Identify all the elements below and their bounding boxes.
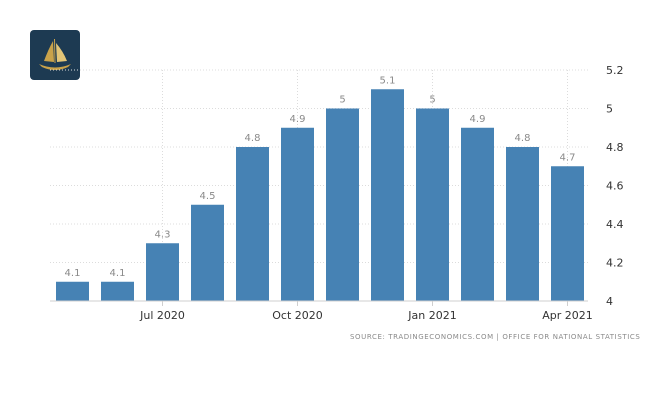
x-tick-label: Jul 2020 [139,309,185,322]
bar-value-label: 4.8 [515,133,531,144]
bar-value-label: 4.3 [155,229,171,240]
bar-value-label: 4.1 [65,268,81,279]
bar [506,147,539,301]
sailing-ship-logo-icon [39,38,71,70]
y-tick-label: 4.8 [606,141,624,154]
bar-value-label: 4.1 [110,268,126,279]
bar [146,243,179,301]
bar-value-label: 5.1 [380,75,396,86]
bar [461,127,494,301]
bar [56,281,89,301]
bar-value-label: 4.8 [245,133,261,144]
y-tick-label: 4.4 [606,218,624,231]
bar-value-label: 4.9 [470,114,486,125]
y-tick-label: 4 [606,295,613,308]
y-tick-label: 4.6 [606,180,624,193]
bar-value-label: 4.7 [560,152,576,163]
x-tick-label: Apr 2021 [542,309,593,322]
y-tick-label: 4.2 [606,257,624,270]
bar [371,89,404,301]
x-tick-label: Oct 2020 [272,309,323,322]
bar [416,108,449,301]
bar-value-label: 4.5 [200,191,216,202]
y-tick-label: 5 [606,103,613,116]
bar-value-label: 4.9 [290,114,306,125]
y-tick-label: 5.2 [606,64,624,77]
bar [551,166,584,301]
bar [101,281,134,301]
bar [281,127,314,301]
bar [326,108,359,301]
logo [30,30,80,80]
source-text: SOURCE: TRADINGECONOMICS.COM | OFFICE FO… [350,333,641,341]
bar [236,147,269,301]
bar-value-label: 5 [429,95,435,106]
bar-value-label: 5 [339,95,345,106]
x-tick-label: Jan 2021 [407,309,456,322]
bar [191,204,224,301]
